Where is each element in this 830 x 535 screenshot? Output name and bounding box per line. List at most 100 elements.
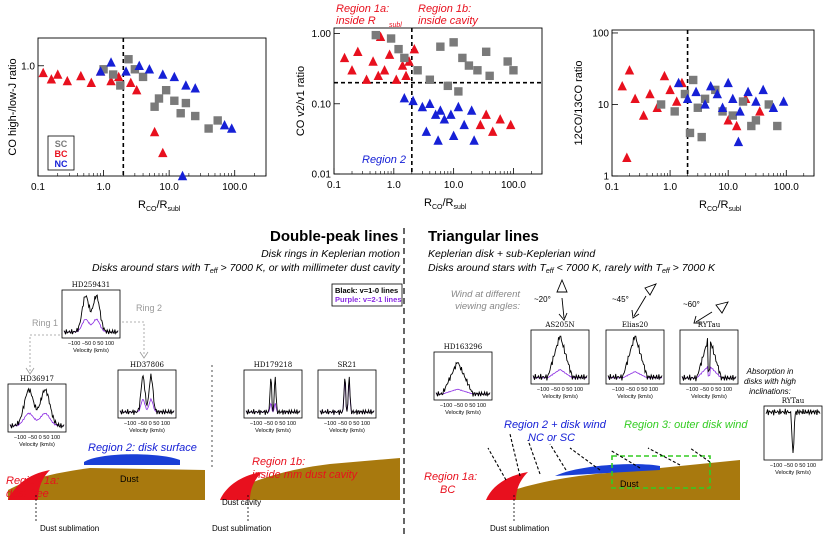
y-tick-label: 10: [598, 100, 610, 111]
y-axis-label: CO high-/low-J ratio: [7, 58, 19, 155]
x-tick-label: 1.0: [663, 182, 677, 193]
data-point-bc: [113, 71, 124, 82]
v10-line: [435, 361, 491, 397]
absorption-line3: inclinations:: [749, 387, 791, 396]
data-point-nc: [435, 105, 446, 115]
v10-line: [319, 376, 375, 415]
data-point-nc: [706, 81, 716, 91]
x-tick-label: 100.0: [222, 182, 247, 193]
data-point-sc: [689, 75, 698, 85]
data-point-sc: [700, 94, 710, 104]
data-point-nc: [728, 93, 738, 104]
spectrum-label: AS205N: [544, 321, 574, 329]
data-point-sc: [400, 53, 409, 63]
data-point-sc: [191, 111, 200, 121]
left-dust-sublimation: Dust sublimation: [40, 524, 99, 533]
data-point-sc: [130, 65, 140, 74]
data-point-sc: [204, 124, 213, 133]
region-1a-sub: inside R: [336, 15, 376, 27]
data-point-nc: [181, 80, 191, 90]
spectrum-label: RYTau: [782, 397, 805, 405]
data-point-nc: [700, 99, 710, 109]
data-point-nc: [448, 130, 459, 140]
legend-black: Black: v=1-0 lines: [335, 286, 398, 295]
data-point-nc: [682, 93, 693, 104]
region-1b-sub: inside cavity: [418, 15, 479, 27]
data-point-bc: [158, 147, 168, 158]
data-point-bc: [624, 65, 635, 75]
data-point-nc: [227, 123, 237, 133]
region-1a-label: Region 1a:: [336, 3, 389, 15]
legend-bc: BC: [55, 149, 68, 159]
plot-frame: [611, 29, 815, 177]
wind-arrows: [487, 433, 711, 481]
angle-45: ~45°: [612, 295, 629, 304]
v10-line: [63, 294, 119, 335]
data-point-bc: [391, 74, 401, 84]
data-point-bc: [397, 60, 408, 70]
data-point-nc: [121, 66, 131, 76]
scatter-panel-v2-v1: 0.1 1.0 10.0 100.0 1.00 0.10 0.01 RCO/Rsubl CO v…: [295, 27, 543, 211]
data-point-bc: [495, 114, 505, 124]
data-point-sc: [728, 111, 737, 120]
spectrum-axis: Velocity (km/s): [19, 442, 55, 448]
right-cavity-dust: [220, 458, 400, 500]
spectrum-label: HD259431: [72, 281, 110, 289]
ring2-connector: [122, 321, 145, 356]
data-point-bc: [361, 74, 372, 84]
region-1b-label: Region 1b:: [418, 3, 471, 15]
data-point-nc: [751, 96, 761, 106]
right-region2-sub: NC or SC: [528, 432, 575, 444]
data-point-bc: [665, 84, 675, 95]
data-point-bc: [659, 70, 670, 81]
absorption-line2: disks with high: [744, 377, 797, 386]
data-point-nc: [95, 66, 106, 76]
data-point-nc: [717, 102, 728, 112]
x-axis-label: RCO/Rsubl: [424, 197, 467, 211]
scatter-panel-high-low-j: 0.1 1.0 10.0 100.0 1.0 RCO/Rsubl CO high-/low-…: [7, 37, 267, 213]
data-point-sc: [711, 85, 720, 95]
left-section-title: Double-peak lines: [270, 228, 398, 245]
data-point-bc: [384, 49, 395, 59]
data-point-sc: [693, 103, 703, 112]
data-point-sc: [503, 57, 512, 66]
data-point-nc: [453, 101, 464, 112]
left-region1b-sub: inside mm dust cavity: [252, 469, 359, 481]
data-point-sc: [154, 94, 164, 103]
left-region1a-sub: dust free: [6, 488, 49, 500]
plot-frame: [333, 27, 543, 175]
data-point-nc: [134, 60, 144, 70]
spectrum-axis: Velocity (km/s): [542, 394, 578, 400]
v10-line: [607, 335, 663, 381]
data-point-nc: [219, 119, 230, 130]
data-point-nc: [758, 84, 768, 95]
left-region1a: Region 1a:: [6, 475, 59, 487]
data-point-bc: [62, 75, 73, 86]
data-point-sc: [443, 81, 453, 91]
spectrum-label: HD36917: [20, 375, 54, 383]
line-legend: Black: v=1-0 lines Purple: v=2-1 lines: [331, 283, 403, 307]
data-point-sc: [481, 47, 491, 56]
data-point-nc: [408, 95, 418, 106]
left-disk-surface: [84, 454, 180, 465]
arrow-60: [695, 311, 713, 323]
mid-dust-sublimation: Dust sublimation: [212, 524, 271, 533]
data-point-bc: [630, 93, 640, 104]
data-point-nc: [735, 106, 745, 116]
data-point-sc: [747, 121, 756, 131]
left-dust-shape: [8, 468, 205, 500]
legend-box: SC BC NC: [47, 135, 75, 171]
region-1a-subsub: subl: [389, 22, 402, 29]
data-point-sc: [485, 71, 494, 81]
data-point-sc: [213, 116, 222, 125]
data-point-nc: [768, 102, 779, 112]
x-tick-label: 1.0: [97, 182, 111, 193]
data-point-bc: [638, 110, 649, 120]
left-section-line2: Disks around stars with Teff > 7000 K, o…: [92, 262, 401, 275]
x-tick-label: 0.1: [605, 182, 619, 193]
data-point-sc: [176, 109, 185, 118]
data-point-nc: [778, 96, 789, 106]
spectrum-ticks: −100 −50 0 50 100: [250, 421, 296, 427]
right-section-line1: Keplerian disk + sub-Keplerian wind: [428, 248, 596, 260]
